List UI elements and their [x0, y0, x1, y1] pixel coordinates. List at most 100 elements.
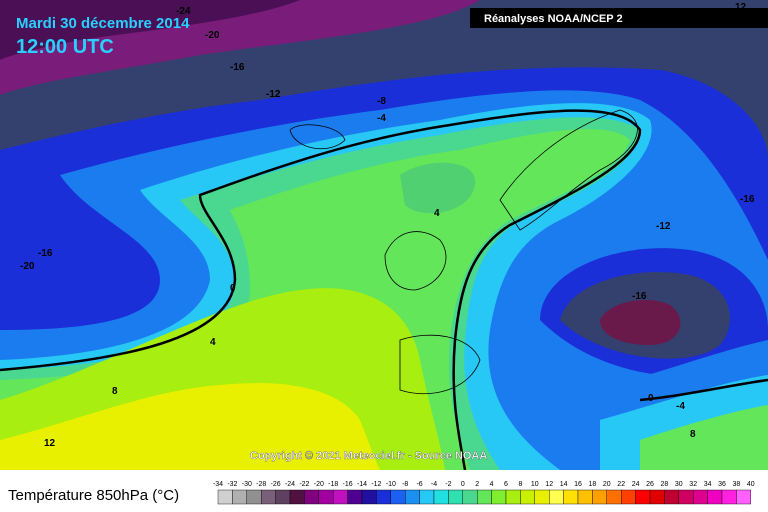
contour-label: 4: [434, 208, 440, 219]
colorbar-cell: [621, 489, 636, 505]
colorbar-cell: [261, 489, 276, 505]
contour-label: -8: [377, 96, 386, 107]
coastlines: [289, 109, 638, 395]
colorbar-tick-label: -18: [328, 481, 338, 488]
colorbar-tick-label: 24: [632, 481, 640, 488]
colorbar-cell: [433, 489, 449, 505]
contour-label: 8: [112, 386, 118, 397]
colorbar-tick-label: -16: [343, 481, 353, 488]
colorbar-cell: [318, 489, 334, 505]
colorbar-tick-label: -34: [213, 481, 223, 488]
colorbar: -34 -32 -30 -28 -26 -24 -22 -20 -18 -16 -14 -12 -10-…: [213, 481, 755, 505]
contour-label: -4: [676, 401, 685, 412]
zero-contour: [0, 109, 768, 471]
colorbar-cell: [592, 489, 608, 505]
colorbar-tick-label: 32: [689, 481, 697, 488]
colorbar-cell: [549, 489, 564, 505]
contour-label: -20: [20, 261, 35, 272]
contour-label: -12: [266, 89, 281, 100]
colorbar-cell: [347, 489, 363, 505]
colorbar-tick-label: 26: [646, 481, 654, 488]
colorbar-tick-label: 14: [560, 481, 568, 488]
colorbar-tick-label: -26: [271, 481, 281, 488]
colorbar-cell: [664, 489, 680, 505]
temperature-field: [0, 0, 768, 471]
colorbar-tick-label: -20: [314, 481, 324, 488]
colorbar-tick-label: 22: [617, 481, 625, 488]
contour-label: -16: [230, 62, 245, 73]
contour-label: 4: [210, 337, 216, 348]
colorbar-cell: [534, 489, 550, 505]
colorbar-tick-label: 18: [589, 481, 597, 488]
colorbar-tick-label: 20: [603, 481, 611, 488]
time: 12:00 UTC: [16, 36, 114, 58]
colorbar-tick-label: 16: [574, 481, 582, 488]
colorbar-tick-label: -2: [445, 481, 451, 488]
colorbar-cell: [462, 489, 478, 505]
colorbar-cell: [419, 489, 435, 505]
colorbar-cell: [289, 489, 305, 505]
contour-label: -20: [205, 30, 220, 41]
colorbar-cell: [736, 489, 752, 505]
colorbar-cell: [635, 489, 651, 505]
colorbar-tick-label: -32: [227, 481, 237, 488]
colorbar-tick-label: 10: [531, 481, 539, 488]
source: Réanalyses NOAA/NCEP 2: [484, 13, 623, 25]
contour-label: 8: [690, 429, 696, 440]
colorbar-tick-label: 8: [518, 481, 522, 488]
colorbar-cell: [275, 489, 291, 505]
contour-label: 0: [230, 283, 236, 294]
colorbar-cell: [217, 489, 233, 505]
colorbar-cell: [577, 489, 593, 505]
contour-label: -16: [632, 291, 647, 302]
colorbar-cell: [333, 489, 348, 505]
contour-label: -4: [377, 113, 386, 124]
colorbar-cell: [649, 489, 665, 505]
colorbar-tick-label: 12: [545, 481, 553, 488]
colorbar-tick-label: 30: [675, 481, 683, 488]
colorbar-cell: [563, 489, 579, 505]
colorbar-tick-label: -10: [386, 481, 396, 488]
colorbar-cell: [376, 489, 391, 505]
colorbar-tick-label: -8: [402, 481, 408, 488]
source-box: [470, 8, 768, 28]
contour-label: -16: [740, 194, 755, 205]
colorbar-cell: [390, 489, 406, 505]
colorbar-tick-label: -4: [431, 481, 437, 488]
date: Mardi 30 décembre 2014: [16, 15, 190, 32]
colorbar-tick-label: -24: [285, 481, 295, 488]
colorbar-cell: [678, 489, 694, 505]
colorbar-tick-label: 36: [718, 481, 726, 488]
colorbar-tick-label: -14: [357, 481, 367, 488]
colorbar-cell: [505, 489, 521, 505]
colorbar-tick-label: 0: [461, 481, 465, 488]
colorbar-cell: [361, 489, 377, 505]
colorbar-cell: [721, 489, 737, 505]
colorbar-cell: [246, 489, 262, 505]
colorbar-tick-label: 4: [490, 481, 494, 488]
colorbar-tick-label: -22: [299, 481, 309, 488]
contour-label: -12: [656, 221, 671, 232]
colorbar-tick-label: 28: [661, 481, 669, 488]
colorbar-tick-label: -6: [416, 481, 422, 488]
colorbar-tick-label: 2: [475, 481, 479, 488]
contour-label: 12: [44, 438, 56, 449]
contour-labels: -24-20-16-12-8-404812-16-20-16-12-1640-4…: [20, 2, 755, 449]
colorbar-tick-label: -28: [256, 481, 266, 488]
colorbar-cell: [707, 489, 723, 505]
colorbar-tick-label: 34: [704, 481, 712, 488]
colorbar-cell: [232, 489, 247, 505]
colorbar-cell: [304, 489, 319, 505]
colorbar-cell: [448, 489, 463, 505]
colorbar-cell: [693, 489, 708, 505]
contour-label: 0: [648, 393, 654, 404]
colorbar-tick-label: 40: [747, 481, 755, 488]
colorbar-cell: [520, 489, 536, 505]
colorbar-tick-label: 6: [504, 481, 508, 488]
contour-label: -16: [38, 248, 53, 259]
colorbar-tick-label: -12: [371, 481, 381, 488]
colorbar-cell: [477, 489, 492, 505]
legend-title: Température 850hPa (°C): [8, 487, 179, 504]
